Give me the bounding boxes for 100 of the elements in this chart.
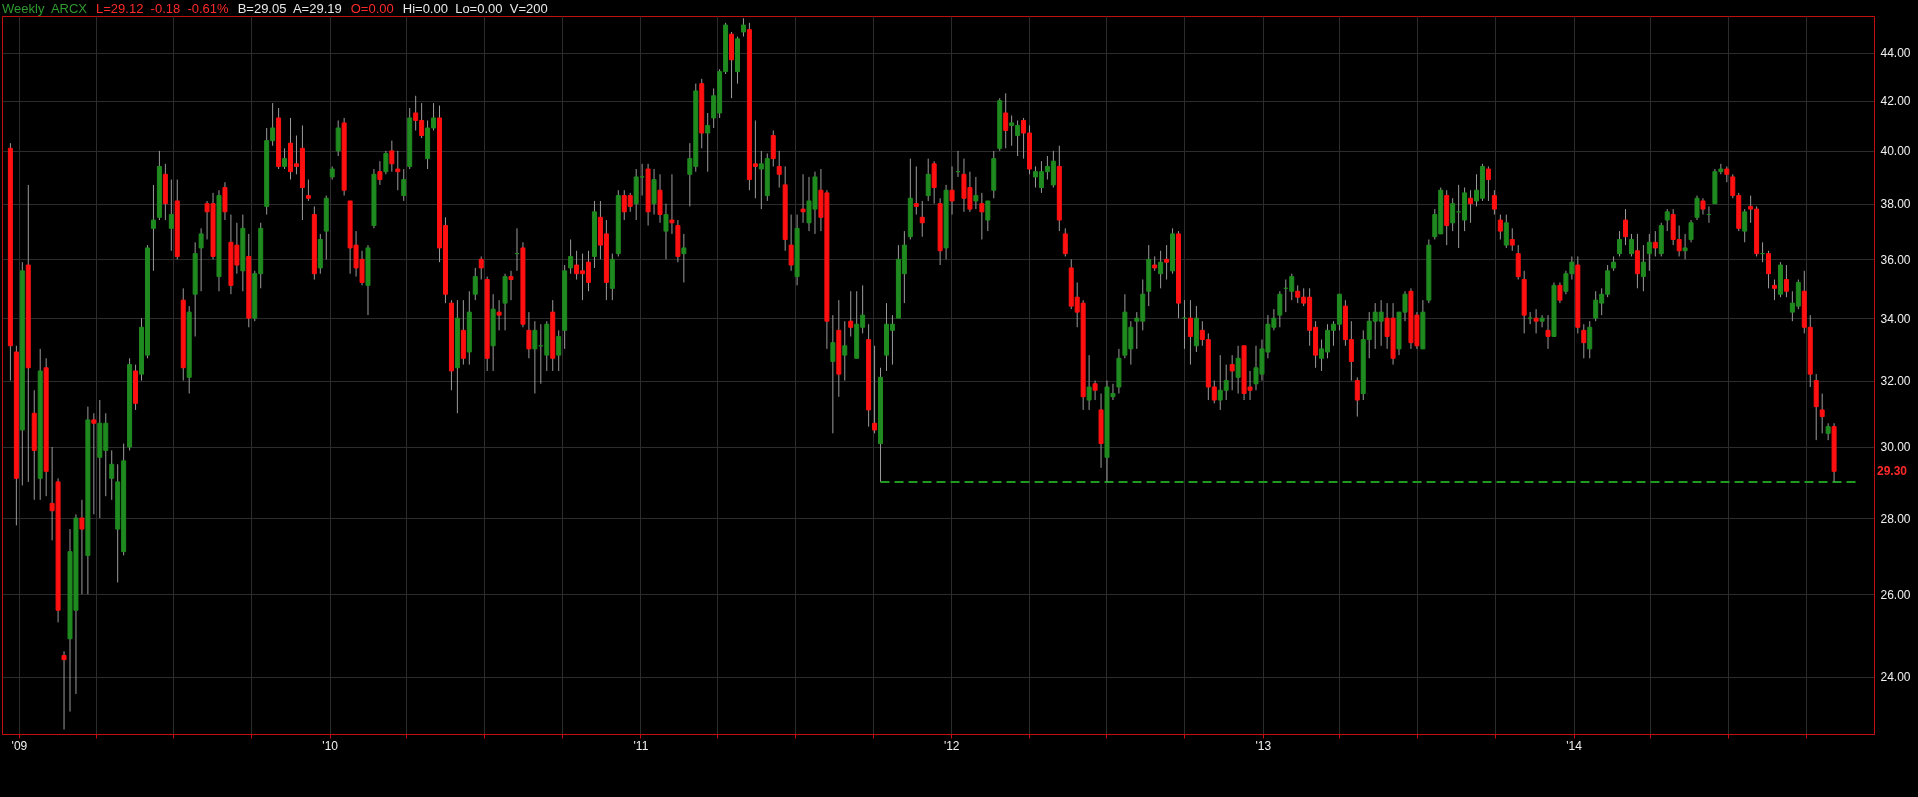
y-tick-label: 44.00	[1880, 46, 1911, 61]
y-tick-label: 26.00	[1880, 587, 1911, 602]
candlestick	[1783, 264, 1789, 298]
x-tick-label: '11	[633, 738, 649, 753]
candlestick	[1277, 290, 1283, 328]
y-tick-label: 42.00	[1880, 94, 1911, 109]
text: L=29.12 -0.18 -0.61%	[96, 1, 229, 16]
candlestick	[931, 160, 937, 205]
candlestick	[395, 150, 401, 191]
candlestick	[389, 140, 395, 173]
candlestick	[526, 311, 532, 359]
candlestick	[1623, 208, 1628, 246]
candlestick	[985, 200, 991, 232]
candlestick	[150, 184, 156, 272]
candlestick	[1164, 244, 1170, 281]
x-tick-label: '12	[943, 738, 960, 753]
candlestick	[1646, 233, 1652, 272]
candlestick	[1235, 345, 1241, 395]
candlestick	[872, 345, 878, 434]
candlestick	[1617, 230, 1623, 257]
candlestick	[830, 314, 836, 434]
candlestick	[1509, 227, 1515, 252]
candlestick	[1468, 189, 1474, 224]
candlestick	[1354, 376, 1360, 418]
candlestick	[681, 233, 687, 283]
candlestick	[91, 412, 97, 515]
candlestick	[770, 129, 776, 167]
candlestick	[79, 499, 85, 595]
y-tick-label: 28.00	[1880, 511, 1911, 526]
candlestick	[973, 176, 979, 210]
candlestick	[1682, 233, 1688, 260]
x-tick-label: '13	[1255, 738, 1272, 753]
candlestick	[1587, 320, 1593, 359]
candlestick	[556, 329, 562, 372]
candlestick	[305, 179, 311, 202]
candlestick	[61, 650, 67, 730]
chart-title: Weekly ARCX	[2, 1, 88, 16]
candlestick	[1581, 323, 1587, 359]
candlestick	[1772, 279, 1777, 301]
text: Hi=0.00 Lo=0.00 V=200	[402, 1, 548, 16]
candlestick	[1819, 393, 1825, 434]
candlestick	[913, 165, 919, 216]
candlestick	[282, 147, 288, 170]
candlestick	[1485, 165, 1491, 202]
candlestick	[478, 255, 484, 281]
text: O=0.00	[350, 1, 394, 16]
y-tick-label: 34.00	[1880, 311, 1911, 326]
candlestick	[377, 160, 383, 186]
candlestick	[949, 165, 955, 216]
candlestick	[740, 17, 746, 38]
candlestick	[1497, 214, 1503, 240]
candlestick	[1825, 422, 1831, 441]
candlestick	[1628, 233, 1634, 257]
y-tick-label: 30.00	[1880, 440, 1911, 455]
candlestick	[472, 267, 478, 301]
candlestick	[568, 239, 574, 275]
candlestick	[1533, 308, 1539, 334]
text: B=29.05 A=29.19	[237, 1, 342, 16]
candlestick	[198, 227, 204, 292]
candlestick	[383, 150, 389, 175]
y-tick-label: 32.00	[1880, 374, 1911, 389]
candlestick	[1003, 92, 1009, 149]
candlestick	[168, 179, 174, 252]
candlestick	[705, 112, 711, 173]
candlestick	[842, 320, 848, 382]
candlestick	[1503, 214, 1509, 249]
candlestick	[1664, 208, 1670, 232]
candlestick	[776, 150, 782, 189]
x-tick-label: '09	[11, 738, 28, 753]
x-tick-label: '14	[1566, 738, 1583, 753]
candlestick	[663, 203, 669, 260]
candlestick	[919, 200, 925, 238]
candlestick	[1539, 314, 1545, 328]
candlestick	[508, 270, 514, 301]
candlestick	[1450, 197, 1456, 232]
candlestick	[1688, 219, 1694, 243]
candlestick	[979, 192, 985, 240]
candlestick	[1086, 354, 1092, 411]
candlestick	[788, 214, 794, 272]
candlestick	[1187, 299, 1193, 366]
candlestick	[1652, 230, 1658, 257]
candlestick	[1229, 354, 1235, 391]
candlestick	[496, 299, 502, 331]
candlestick	[1634, 233, 1640, 289]
candlestick	[1491, 189, 1497, 216]
y-tick-label: 38.00	[1880, 197, 1911, 212]
candlestick	[1158, 250, 1164, 289]
candlestick	[1545, 314, 1551, 350]
x-tick-label: '10	[322, 738, 339, 753]
candlestick	[1062, 227, 1068, 257]
candlestick	[848, 290, 854, 337]
candlestick	[335, 119, 341, 157]
candlestick	[109, 449, 115, 501]
candlestick	[669, 173, 675, 235]
text: 29.30	[1877, 464, 1908, 479]
y-tick-label: 24.00	[1880, 670, 1911, 685]
candlestick	[1640, 244, 1646, 292]
y-tick-label: 36.00	[1880, 252, 1911, 267]
candlestick	[1694, 195, 1700, 221]
candlestick	[1742, 208, 1748, 243]
